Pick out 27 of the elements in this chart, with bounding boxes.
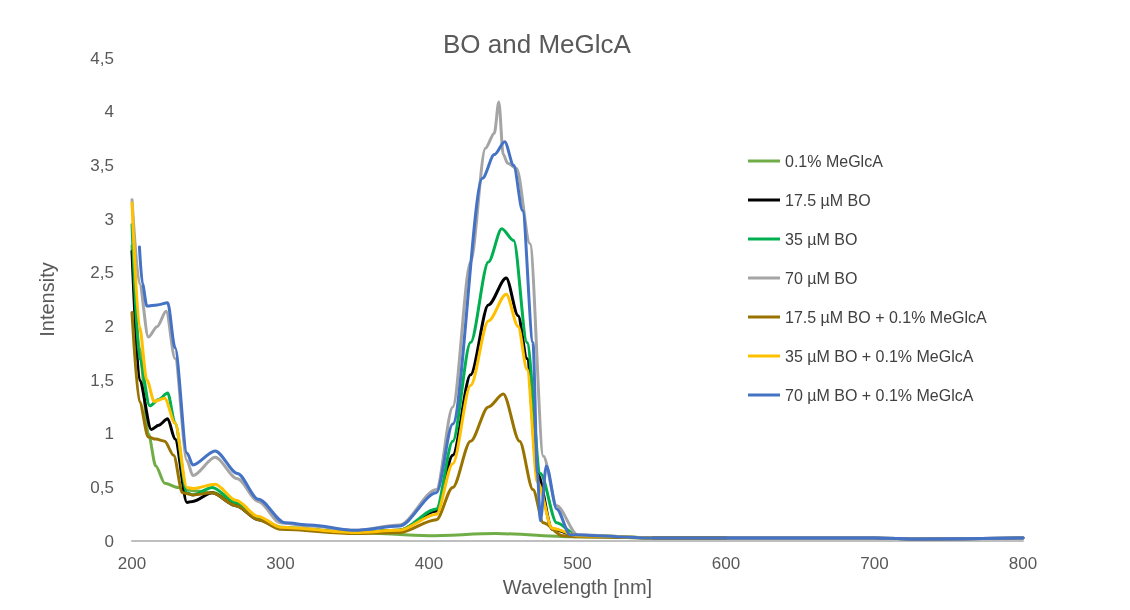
x-axis-title: Wavelength [nm] — [502, 576, 653, 598]
legend-label: 70 µM BO + 0.1% MeGlcA — [785, 386, 974, 404]
x-tick-label: 500 — [563, 554, 592, 574]
x-tick-label: 800 — [1008, 554, 1038, 574]
y-axis-title: Intensity — [36, 262, 58, 337]
y-tick-label: 3,5 — [90, 155, 114, 175]
y-tick-label: 3 — [104, 209, 114, 229]
y-tick-label: 1,5 — [90, 370, 114, 390]
x-tick-label: 700 — [860, 554, 889, 574]
chart-title: BO and MeGlcA — [443, 29, 632, 59]
legend-label: 17.5 µM BO + 0.1% MeGlcA — [785, 308, 988, 326]
x-tick-label: 400 — [414, 554, 444, 574]
y-tick-label: 1 — [104, 424, 114, 444]
y-tick-label: 0,5 — [90, 477, 114, 497]
legend-label: 70 µM BO — [785, 269, 858, 287]
y-tick-label: 2,5 — [90, 263, 114, 283]
legend-label: 17.5 µM BO — [785, 191, 871, 209]
legend-label: 35 µM BO + 0.1% MeGlcA — [785, 347, 974, 365]
legend-label: 0.1% MeGlcA — [785, 152, 884, 170]
y-tick-label: 2 — [104, 316, 114, 336]
x-tick-label: 300 — [266, 554, 295, 574]
y-tick-label: 0 — [104, 531, 114, 551]
y-tick-label: 4,5 — [90, 48, 114, 68]
x-tick-label: 200 — [117, 554, 147, 574]
y-tick-label: 4 — [104, 102, 114, 122]
x-tick-label: 600 — [711, 554, 741, 574]
legend-label: 35 µM BO — [785, 230, 858, 248]
